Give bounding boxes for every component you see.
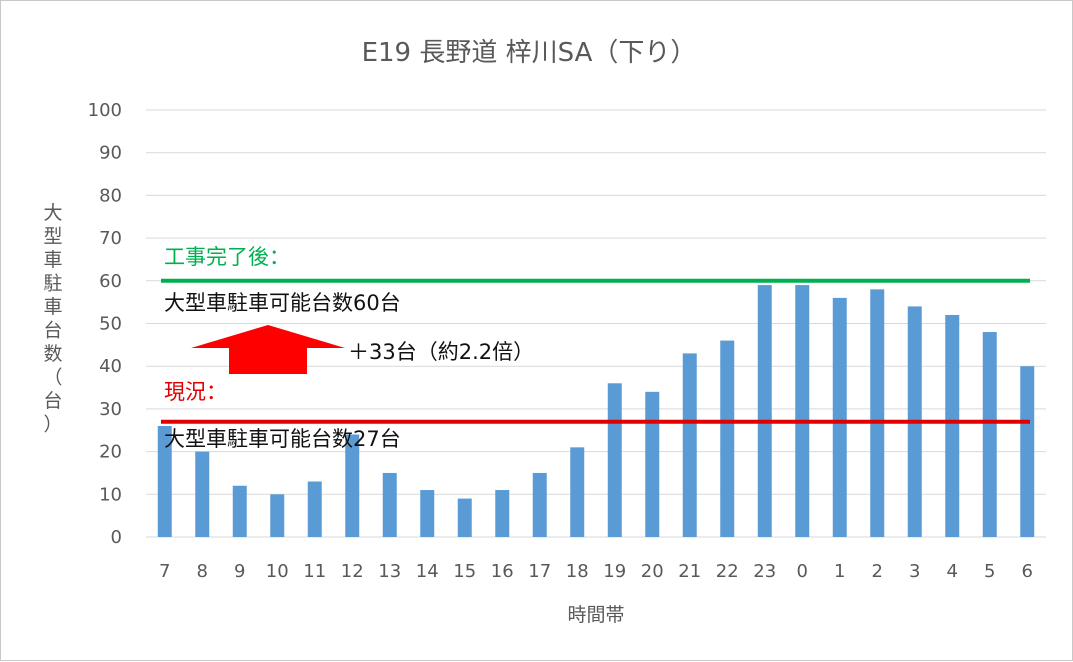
y-tick-labels: 0 10 20 30 40 50 60 70 80 90 100 [88, 100, 122, 548]
reference-lines [161, 278, 1030, 424]
bar [945, 314, 960, 537]
x-tick-label: 14 [416, 561, 439, 582]
x-tick-label: 0 [797, 561, 808, 582]
x-tick-label: 17 [528, 561, 551, 582]
y-tick-label: 40 [99, 356, 122, 377]
bar [420, 490, 435, 537]
x-tick-label: 7 [159, 561, 170, 582]
x-tick-label: 5 [984, 561, 995, 582]
y-tick-label: 60 [99, 271, 122, 292]
x-tick-label: 22 [716, 561, 739, 582]
y-tick-label: 10 [99, 484, 122, 505]
y-tick-label: 90 [99, 143, 122, 164]
y-tick-label: 80 [99, 185, 122, 206]
bar [682, 353, 697, 537]
y-tick-label: 100 [88, 100, 122, 121]
bar [795, 285, 810, 537]
bar [495, 490, 510, 537]
x-tick-label: 20 [641, 561, 664, 582]
chart-title: E19 長野道 梓川SA（下り） [362, 38, 697, 68]
current-capacity-heading: 現況： [164, 380, 227, 404]
bar [270, 494, 285, 537]
y-tick-label: 70 [99, 228, 122, 249]
x-axis-title: 時間帯 [567, 604, 624, 626]
bar [645, 391, 660, 537]
increase-arrow [191, 325, 345, 374]
x-tick-label: 16 [491, 561, 514, 582]
x-tick-label: 12 [341, 561, 364, 582]
bars [157, 285, 1035, 537]
x-tick-label: 13 [378, 561, 401, 582]
x-tick-label: 6 [1022, 561, 1033, 582]
x-tick-label: 2 [872, 561, 883, 582]
current-capacity-label: 大型車駐車可能台数27台 [164, 427, 401, 451]
bar [307, 481, 322, 537]
bar [345, 434, 360, 537]
x-tick-label: 9 [234, 561, 245, 582]
bar [720, 340, 735, 537]
x-tick-label: 15 [453, 561, 476, 582]
x-tick-label: 23 [753, 561, 776, 582]
bar [157, 425, 172, 537]
x-tick-label: 1 [834, 561, 845, 582]
bar [532, 472, 547, 537]
bar [195, 451, 210, 537]
bar [457, 498, 472, 537]
x-tick-label: 8 [197, 561, 208, 582]
x-tick-labels: 7 8 9 10 11 12 13 14 15 16 17 18 19 20 21 22 23 0 1 2 3 4 5 6 [159, 561, 1033, 582]
x-tick-label: 4 [947, 561, 958, 582]
x-tick-label: 10 [266, 561, 289, 582]
x-tick-label: 3 [909, 561, 920, 582]
bar [232, 485, 247, 537]
x-tick-label: 11 [303, 561, 326, 582]
bar [870, 289, 885, 537]
bar [832, 297, 847, 537]
bar [607, 383, 622, 537]
bar [570, 447, 585, 537]
bar [757, 285, 772, 537]
bar [382, 472, 397, 537]
bar [982, 332, 997, 537]
x-tick-label: 21 [678, 561, 701, 582]
y-tick-label: 30 [99, 399, 122, 420]
y-tick-label: 0 [111, 527, 122, 548]
y-tick-label: 50 [99, 314, 122, 335]
target-capacity-label: 大型車駐車可能台数60台 [164, 291, 401, 315]
x-tick-label: 19 [603, 561, 626, 582]
x-tick-label: 18 [566, 561, 589, 582]
increase-label: ＋33台（約2.2倍） [348, 340, 534, 364]
target-capacity-heading: 工事完了後： [164, 245, 290, 269]
bar [1020, 366, 1035, 537]
y-tick-label: 20 [99, 442, 122, 463]
y-axis-title: 大型車駐車台数（台） [43, 202, 62, 436]
